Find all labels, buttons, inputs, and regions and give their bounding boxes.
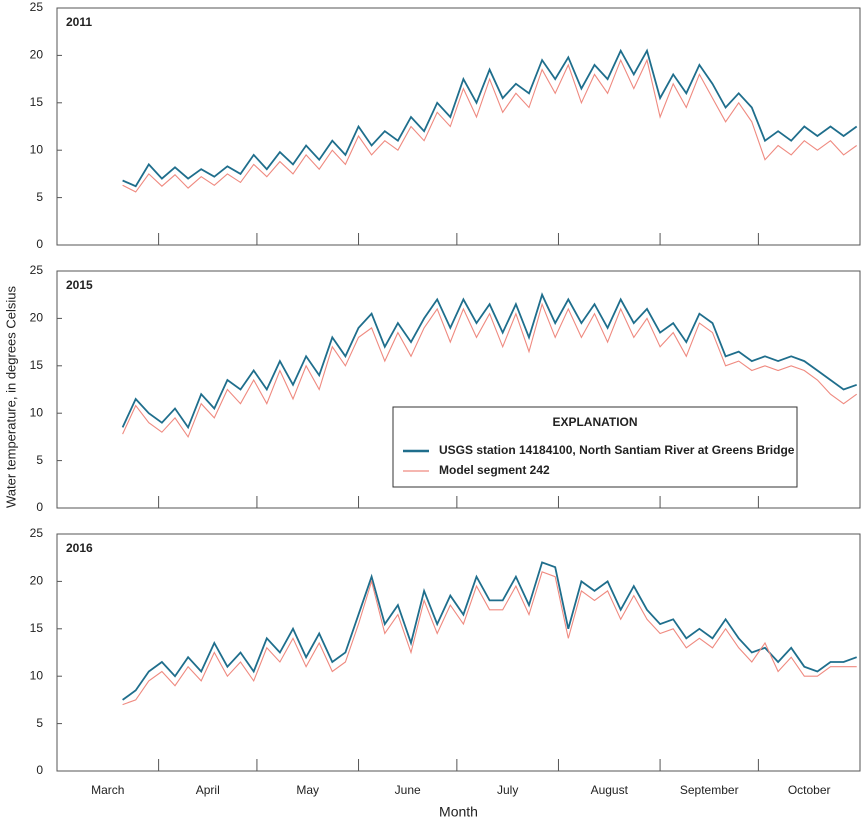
y-tick-label: 10	[30, 405, 44, 419]
x-tick-label: August	[591, 783, 629, 797]
panel-title: 2011	[66, 15, 92, 29]
plot-frame	[56, 270, 861, 509]
series-line	[122, 48, 858, 188]
legend-box	[392, 406, 798, 488]
y-tick-label: 25	[30, 263, 44, 277]
x-tick-label: October	[788, 783, 831, 797]
y-tick-label: 5	[36, 190, 43, 204]
y-tick-label: 10	[30, 142, 44, 156]
y-tick-label: 25	[30, 526, 44, 540]
panel-title: 2016	[66, 541, 93, 555]
x-tick-label: May	[296, 783, 319, 797]
y-tick-label: 20	[30, 574, 44, 588]
y-tick-label: 5	[36, 453, 43, 467]
plot-frame	[56, 533, 861, 772]
y-tick-label: 5	[36, 716, 43, 730]
y-tick-label: 15	[30, 358, 44, 372]
y-tick-label: 25	[30, 0, 44, 14]
y-tick-label: 10	[30, 668, 44, 682]
y-axis-label: Water temperature, in degrees Celsius	[3, 285, 18, 508]
x-tick-label: June	[395, 783, 421, 797]
y-tick-label: 15	[30, 621, 44, 635]
y-tick-label: 20	[30, 311, 44, 325]
y-tick-label: 15	[30, 95, 44, 109]
legend-label: USGS station 14184100, North Santiam Riv…	[439, 443, 795, 457]
series-line	[121, 292, 858, 430]
series-line	[122, 561, 858, 701]
legend-label: Model segment 242	[439, 463, 550, 477]
panel-title: 2015	[66, 278, 93, 292]
x-tick-label: April	[196, 783, 220, 797]
x-tick-label: July	[497, 783, 518, 797]
series-line	[122, 571, 857, 706]
x-tick-label: March	[91, 783, 124, 797]
y-tick-label: 0	[36, 763, 43, 777]
x-tick-label: September	[680, 783, 739, 797]
y-tick-label: 0	[36, 237, 43, 251]
y-tick-label: 20	[30, 48, 44, 62]
y-tick-label: 0	[36, 500, 43, 514]
legend-title: EXPLANATION	[552, 415, 637, 429]
x-axis-label: Month	[439, 804, 478, 820]
series-line	[122, 58, 858, 193]
series-line	[122, 302, 858, 439]
plot-frame	[56, 7, 861, 246]
